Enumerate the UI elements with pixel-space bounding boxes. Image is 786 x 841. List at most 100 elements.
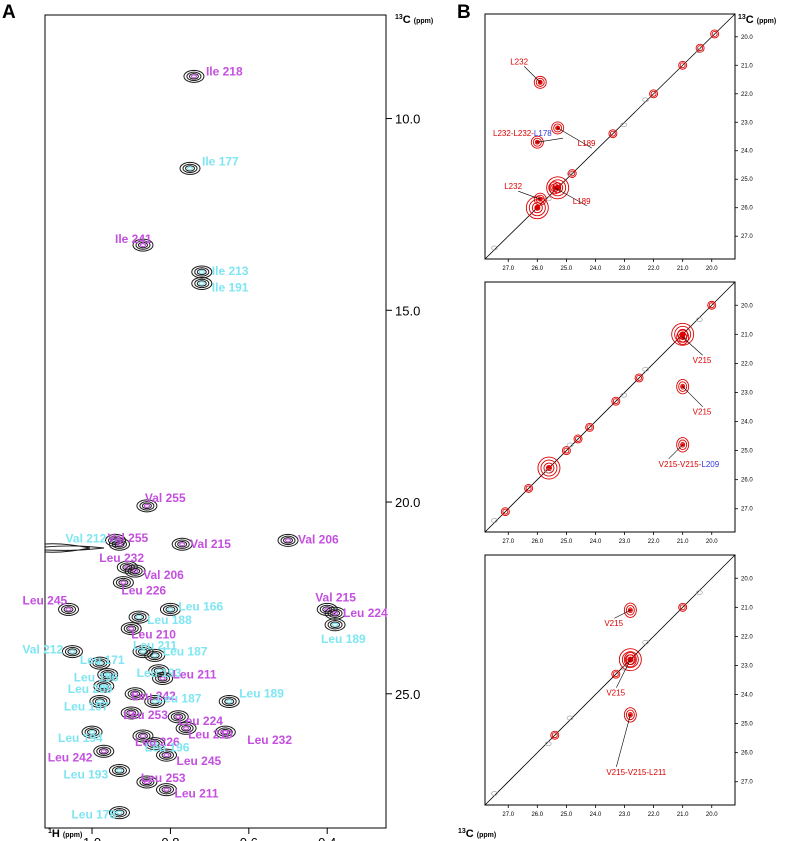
cross-peak-label-part: L232-L232- (493, 129, 534, 138)
peak-ile-213 (191, 265, 213, 279)
peak-contour (327, 608, 343, 618)
peak-label-leu-189: Leu 189 (239, 686, 284, 700)
peak-contour (130, 567, 141, 575)
label-leader (614, 609, 631, 619)
peak-label-leu-166: Leu 166 (178, 599, 223, 613)
diagonal-peak (540, 459, 558, 477)
peak-core (143, 503, 151, 508)
peak-contour (132, 729, 154, 743)
peak-label-leu-196: Leu 196 (145, 741, 190, 755)
peak-label-leu-187: Leu 187 (163, 644, 208, 658)
peak-contour (111, 807, 127, 818)
peak-contour (87, 728, 98, 736)
cross-peak (555, 125, 561, 131)
cross-peak-label-l189: L189 (573, 197, 591, 206)
peak-val-215 (171, 537, 193, 551)
peak-leu-242 (124, 687, 146, 701)
noise-contour (620, 122, 628, 128)
peak-contour (161, 786, 172, 793)
peak-label-ile-177: Ile 177 (202, 154, 239, 168)
peak-core (175, 714, 182, 719)
panel-b-diagonal (484, 554, 736, 806)
peak-contour (114, 809, 125, 816)
peak-contour (191, 276, 213, 290)
peak-label-val-255: Val 255 (107, 531, 148, 545)
panel-b-xtick-label: 23.0 (619, 812, 631, 818)
cross-peak (535, 194, 545, 204)
diagonal-peak (608, 129, 618, 139)
panel-b-xtick-label: 24.0 (590, 266, 602, 272)
panel-a-ytick-label: 20.0 (395, 495, 420, 510)
peak-leu-189 (218, 694, 240, 708)
cross-peak (623, 652, 637, 668)
diagonal-peak (611, 396, 621, 406)
panel-b-ytick-label: 23.0 (741, 120, 753, 126)
peak-contour (194, 267, 210, 277)
peak-contour (141, 778, 152, 786)
panel-a-xtick-label: 0.6 (240, 835, 258, 841)
peak-contour (141, 502, 152, 510)
peak-label-leu-187: Leu 187 (157, 691, 202, 705)
panel-b-top-spectrum: 27.0 26.0 25.0 24.0 23.0 22.0 21.0 20.0 20.0 21.0… (484, 13, 753, 272)
peak-contour (96, 681, 112, 691)
label-leader (682, 337, 703, 356)
panel-b-xtick-label: 23.0 (619, 539, 631, 545)
peak-core (116, 542, 123, 547)
peak-core (104, 672, 111, 677)
peak-contour (132, 645, 154, 659)
peak-contour (118, 579, 129, 586)
peak-label-leu-193: Leu 193 (137, 666, 182, 680)
peak-contour (173, 713, 184, 720)
cross-peak-label-v215-v215-l209: V215-V215-L209 (659, 460, 720, 469)
peak-core (155, 668, 162, 673)
panel-b-xtick-label: 25.0 (561, 539, 573, 545)
panel-a-ytick-label: 15.0 (395, 303, 420, 318)
peak-contour (181, 725, 192, 732)
peak-core (116, 768, 123, 773)
peak-contour (177, 541, 188, 548)
panel-b-ytick-label: 20.0 (741, 35, 753, 41)
cross-peak (625, 654, 635, 665)
peak-core (139, 733, 147, 739)
peak-contour (144, 737, 166, 751)
peak-leu-211 (152, 671, 174, 685)
peak-contour (147, 696, 163, 707)
peak-contour (170, 712, 186, 722)
panel-a-xlabel-main: H (52, 828, 60, 840)
panel-b-ytick-label: 27.0 (741, 780, 753, 786)
diagonal-peak (612, 671, 619, 678)
panel-a-ylabel-main: C (403, 14, 411, 26)
peak-contour (131, 612, 147, 622)
peak-contour (114, 541, 125, 548)
diagonal-peak (708, 302, 715, 309)
peak-contour (126, 709, 137, 717)
peak-contour (188, 73, 199, 80)
panel-b-ytick-label: 22.0 (741, 361, 753, 367)
peak-contour (327, 620, 343, 630)
peak-core (222, 730, 229, 735)
peak-leu-211 (132, 645, 154, 659)
peak-leu-188 (128, 610, 150, 624)
peak-contour (127, 689, 143, 699)
peak-contour (185, 165, 196, 172)
peak-core (324, 607, 331, 612)
diagonal-peak (561, 446, 571, 456)
diagonal-peak (569, 170, 576, 177)
cross-peak (533, 75, 547, 89)
peak-contour (283, 537, 294, 544)
noise-contour (491, 245, 498, 251)
peak-core (124, 565, 131, 570)
cross-peak (553, 123, 563, 133)
peak-contour (100, 669, 116, 680)
cross-peak-label-v215: V215 (693, 408, 712, 417)
peak-contour (61, 604, 77, 615)
peak-val-212 (61, 645, 83, 659)
peak-label-ile-191: Ile 191 (212, 280, 249, 294)
panel-b-xtick-label: 22.0 (648, 812, 660, 818)
panel-b-ytick-label: 26.0 (741, 478, 753, 484)
peak-leu-166 (159, 602, 181, 616)
peak-contour (64, 646, 80, 657)
peak-contour (196, 268, 207, 276)
peak-label-val-212: Val 212 (66, 531, 107, 545)
peak-contour (96, 746, 112, 757)
